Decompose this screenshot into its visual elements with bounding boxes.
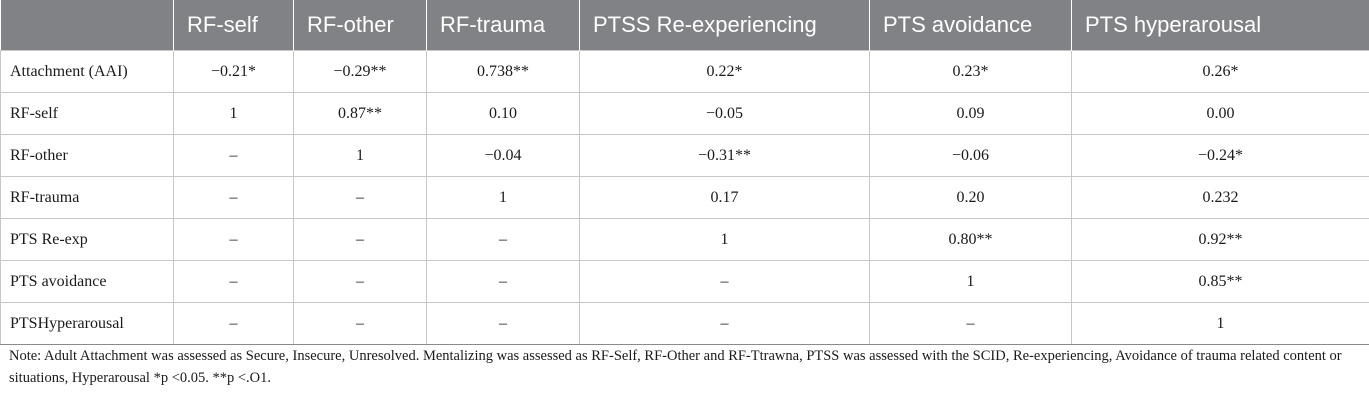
table-cell: 1 bbox=[173, 92, 294, 135]
table-cell: 1 bbox=[426, 176, 580, 219]
table-cell: 0.17 bbox=[579, 176, 870, 219]
row-label: PTSHyperarousal bbox=[0, 302, 174, 345]
table-row: Attachment (AAI) −0.21* −0.29** 0.738** … bbox=[0, 50, 1369, 93]
header-cell-pts-hyperarousal: PTS hyperarousal bbox=[1071, 0, 1369, 51]
header-cell-rf-other: RF-other bbox=[293, 0, 427, 51]
table-cell: 1 bbox=[293, 134, 427, 177]
table-cell: 1 bbox=[869, 260, 1072, 303]
table-cell: −0.24* bbox=[1071, 134, 1369, 177]
table-cell: 0.80** bbox=[869, 218, 1072, 261]
table-row: RF-self 1 0.87** 0.10 −0.05 0.09 0.00 bbox=[0, 92, 1369, 135]
table-cell: −0.04 bbox=[426, 134, 580, 177]
table-cell: 0.00 bbox=[1071, 92, 1369, 135]
table-cell: – bbox=[293, 218, 427, 261]
header-cell-rf-self: RF-self bbox=[173, 0, 294, 51]
table-cell: – bbox=[426, 260, 580, 303]
table-row: PTS avoidance – – – – 1 0.85** bbox=[0, 260, 1369, 303]
header-cell-rf-trauma: RF-trauma bbox=[426, 0, 580, 51]
table-cell: – bbox=[173, 176, 294, 219]
table-cell: – bbox=[869, 302, 1072, 345]
row-label: Attachment (AAI) bbox=[0, 50, 174, 93]
table-cell: −0.29** bbox=[293, 50, 427, 93]
table-cell: 0.23* bbox=[869, 50, 1072, 93]
table-footnote: Note: Adult Attachment was assessed as S… bbox=[9, 348, 1342, 386]
table-cell: 0.22* bbox=[579, 50, 870, 93]
table-cell: – bbox=[426, 302, 580, 345]
table-row: PTSHyperarousal – – – – – 1 bbox=[0, 302, 1369, 345]
table-cell: – bbox=[293, 260, 427, 303]
table-cell: −0.06 bbox=[869, 134, 1072, 177]
table-row: RF-trauma – – 1 0.17 0.20 0.232 bbox=[0, 176, 1369, 219]
table-cell: 0.09 bbox=[869, 92, 1072, 135]
table-cell: 0.92** bbox=[1071, 218, 1369, 261]
table-cell: – bbox=[173, 134, 294, 177]
header-cell-corner bbox=[0, 0, 174, 51]
table-row: PTS Re-exp – – – 1 0.80** 0.92** bbox=[0, 218, 1369, 261]
table-cell: – bbox=[426, 218, 580, 261]
header-row: RF-self RF-other RF-trauma PTSS Re-exper… bbox=[0, 0, 1369, 51]
table-cell: – bbox=[579, 302, 870, 345]
table-cell: – bbox=[293, 176, 427, 219]
table-cell: 0.85** bbox=[1071, 260, 1369, 303]
table-cell: – bbox=[579, 260, 870, 303]
table-row: RF-other – 1 −0.04 −0.31** −0.06 −0.24* bbox=[0, 134, 1369, 177]
row-label: RF-other bbox=[0, 134, 174, 177]
row-label: RF-self bbox=[0, 92, 174, 135]
table-cell: 0.87** bbox=[293, 92, 427, 135]
row-label: RF-trauma bbox=[0, 176, 174, 219]
row-label: PTS Re-exp bbox=[0, 218, 174, 261]
table-cell: – bbox=[293, 302, 427, 345]
table-cell: – bbox=[173, 260, 294, 303]
table-cell: 0.20 bbox=[869, 176, 1072, 219]
table-cell: 0.26* bbox=[1071, 50, 1369, 93]
table-cell: 0.232 bbox=[1071, 176, 1369, 219]
table-cell: −0.05 bbox=[579, 92, 870, 135]
table-cell: 0.738** bbox=[426, 50, 580, 93]
table-cell: 1 bbox=[579, 218, 870, 261]
table-cell: −0.21* bbox=[173, 50, 294, 93]
table-cell: −0.31** bbox=[579, 134, 870, 177]
row-label: PTS avoidance bbox=[0, 260, 174, 303]
table-cell: 0.10 bbox=[426, 92, 580, 135]
correlation-table: RF-self RF-other RF-trauma PTSS Re-exper… bbox=[0, 0, 1369, 345]
table-cell: – bbox=[173, 302, 294, 345]
header-cell-ptss-re-experiencing: PTSS Re-experiencing bbox=[579, 0, 870, 51]
table-cell: 1 bbox=[1071, 302, 1369, 345]
header-cell-pts-avoidance: PTS avoidance bbox=[869, 0, 1072, 51]
table-cell: – bbox=[173, 218, 294, 261]
